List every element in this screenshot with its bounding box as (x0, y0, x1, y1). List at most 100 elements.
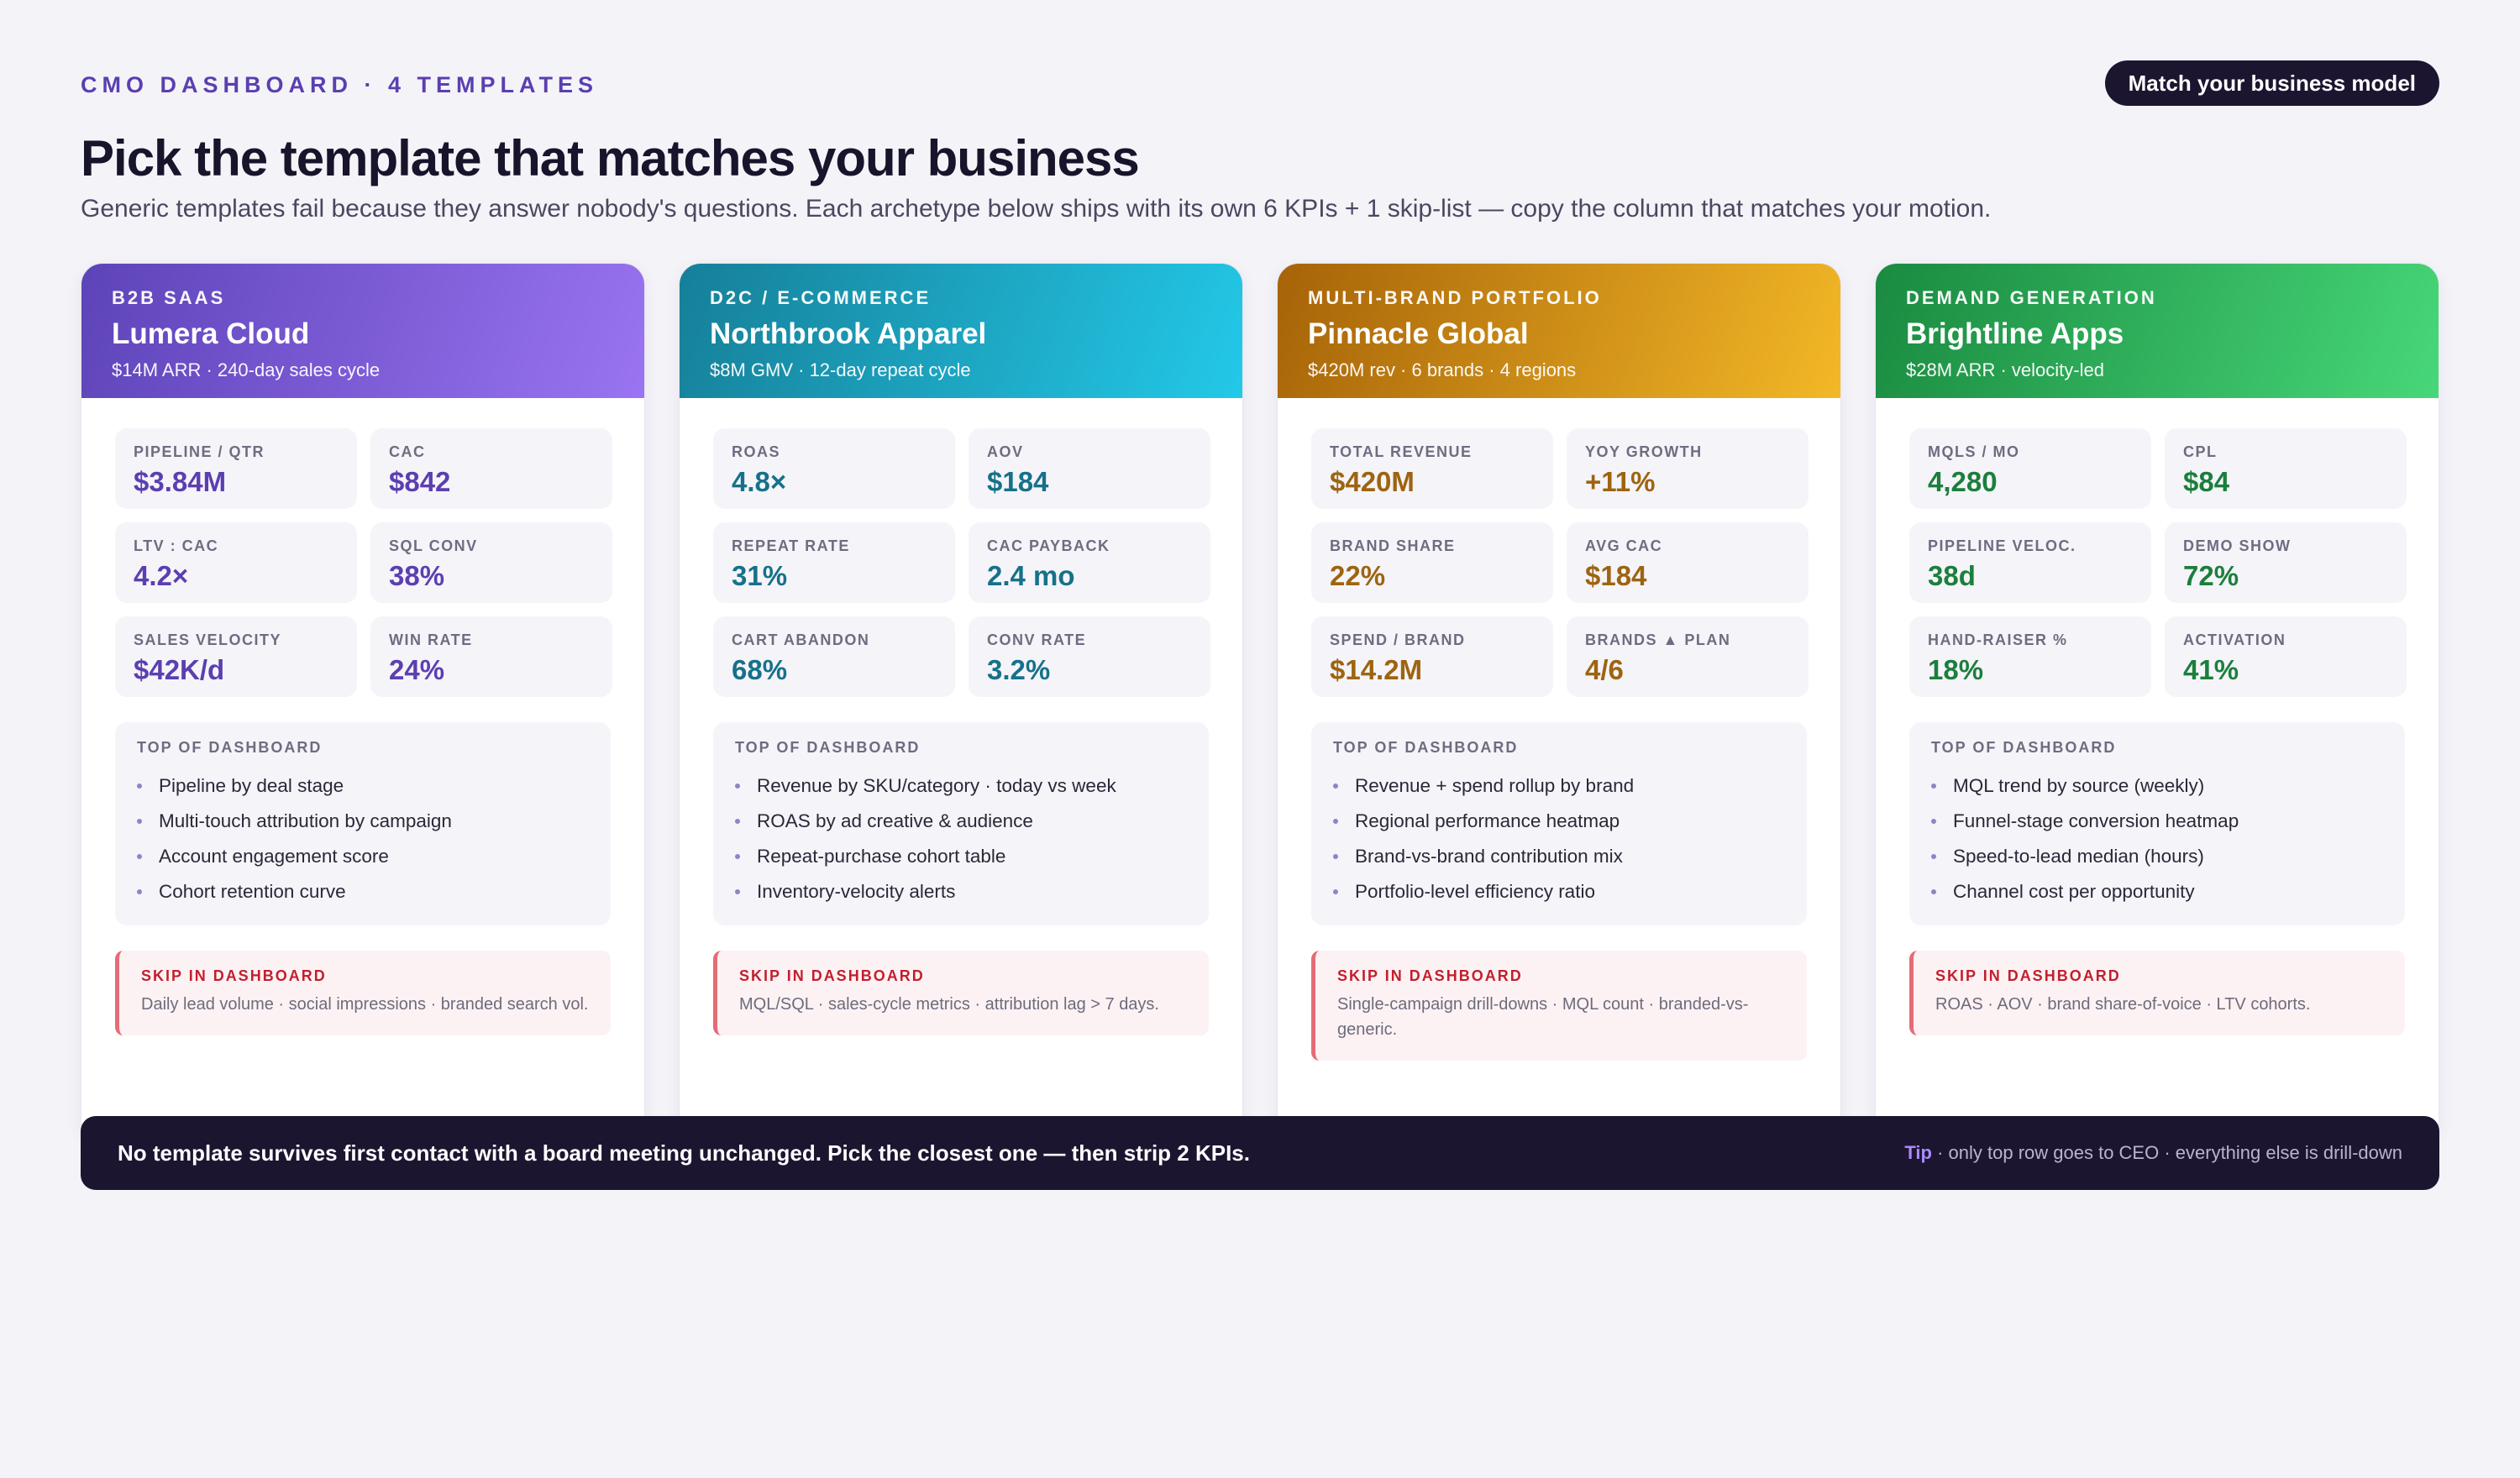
top-of-dashboard-box: TOP OF DASHBOARD Revenue + spend rollup … (1311, 722, 1807, 925)
kpi-label: SQL CONV (389, 537, 478, 554)
card-meta: $420M rev · 6 brands · 4 regions (1308, 359, 1577, 380)
kpi-value: 4.2× (134, 560, 189, 591)
skip-in-dashboard-box: SKIP IN DASHBOARD ROAS · AOV · brand sha… (1909, 951, 2405, 1035)
card-company: Pinnacle Global (1308, 317, 1529, 350)
list-item-text: Regional performance heatmap (1355, 810, 1620, 831)
template-card-d2c-ecommerce[interactable]: D2C / E-COMMERCE Northbrook Apparel $8M … (679, 263, 1243, 1143)
card-company: Brightline Apps (1906, 317, 2124, 350)
kpi-tile: PIPELINE / QTR $3.84M (115, 428, 357, 509)
list-item: ROAS by ad creative & audience (735, 804, 1187, 839)
list-item: Funnel-stage conversion heatmap (1931, 804, 2383, 839)
kpi-value: 24% (389, 654, 445, 685)
kpi-label: ACTIVATION (2183, 632, 2286, 648)
card-header: DEMAND GENERATION Brightline Apps $28M A… (1876, 264, 2439, 398)
list-item: Brand-vs-brand contribution mix (1333, 839, 1785, 874)
list-item-text: Revenue + spend rollup by brand (1355, 775, 1635, 796)
template-card-demand-generation[interactable]: DEMAND GENERATION Brightline Apps $28M A… (1875, 263, 2439, 1143)
bullet-icon (735, 889, 740, 894)
bullet-icon (1333, 784, 1338, 789)
list-item-text: Pipeline by deal stage (159, 775, 344, 796)
kpi-label: ROAS (732, 443, 781, 460)
page-subtitle: Generic templates fail because they answ… (81, 195, 1992, 223)
kpi-value: 18% (1928, 654, 1984, 685)
skip-in-dashboard-label: SKIP IN DASHBOARD (1337, 967, 1523, 984)
bullet-icon (1333, 854, 1338, 859)
list-item: MQL trend by source (weekly) (1931, 768, 2383, 804)
kpi-label: SALES VELOCITY (134, 632, 282, 648)
page-title: Pick the template that matches your busi… (81, 130, 1140, 186)
skip-text: MQL/SQL · sales-cycle metrics · attribut… (739, 995, 1159, 1014)
top-list: Revenue by SKU/category · today vs week … (735, 768, 1187, 909)
list-item: Multi-touch attribution by campaign (137, 804, 589, 839)
kpi-label: CAC (389, 443, 426, 460)
tip-label: Tip (1904, 1142, 1932, 1163)
kpi-tile: AVG CAC $184 (1567, 522, 1809, 603)
skip-in-dashboard-label: SKIP IN DASHBOARD (739, 967, 925, 984)
top-of-dashboard-label: TOP OF DASHBOARD (735, 739, 921, 756)
card-archetype: DEMAND GENERATION (1906, 287, 2157, 308)
bullet-icon (1931, 854, 1936, 859)
kpi-label: SPEND / BRAND (1330, 632, 1466, 648)
kpi-value: 72% (2183, 560, 2239, 591)
top-list: Revenue + spend rollup by brand Regional… (1333, 768, 1785, 909)
list-item-text: Account engagement score (159, 846, 389, 867)
template-card-multi-brand-portfolio[interactable]: MULTI-BRAND PORTFOLIO Pinnacle Global $4… (1277, 263, 1841, 1143)
kpi-tile: BRAND SHARE 22% (1311, 522, 1553, 603)
kpi-value: $842 (389, 466, 451, 497)
top-of-dashboard-box: TOP OF DASHBOARD Pipeline by deal stage … (115, 722, 611, 925)
list-item-text: MQL trend by source (weekly) (1953, 775, 2205, 796)
card-meta: $8M GMV · 12-day repeat cycle (710, 359, 971, 380)
kpi-label: YOY GROWTH (1585, 443, 1703, 460)
list-item: Inventory-velocity alerts (735, 874, 1187, 909)
list-item: Pipeline by deal stage (137, 768, 589, 804)
bullet-icon (137, 889, 142, 894)
skip-in-dashboard-box: SKIP IN DASHBOARD Daily lead volume · so… (115, 951, 611, 1035)
template-card-b2b-saas[interactable]: B2B SAAS Lumera Cloud $14M ARR · 240-day… (81, 263, 645, 1143)
list-item: Cohort retention curve (137, 874, 589, 909)
list-item: Repeat-purchase cohort table (735, 839, 1187, 874)
list-item-text: ROAS by ad creative & audience (757, 810, 1033, 831)
kpi-value: $14.2M (1330, 654, 1423, 685)
top-list: MQL trend by source (weekly) Funnel-stag… (1931, 768, 2383, 909)
kpi-label: CPL (2183, 443, 2218, 460)
kpi-tile: CART ABANDON 68% (713, 616, 955, 697)
footer-message: No template survives first contact with … (118, 1140, 1250, 1166)
template-cards: B2B SAAS Lumera Cloud $14M ARR · 240-day… (81, 263, 2439, 1143)
kpi-tile: YOY GROWTH +11% (1567, 428, 1809, 509)
match-business-model-button[interactable]: Match your business model (2104, 60, 2439, 106)
bullet-icon (1931, 819, 1936, 824)
bullet-icon (1931, 889, 1936, 894)
kpi-value: 4,280 (1928, 466, 1998, 497)
kpi-value: 4/6 (1585, 654, 1624, 685)
kpi-label: REPEAT RATE (732, 537, 850, 554)
list-item-text: Speed-to-lead median (hours) (1953, 846, 2204, 867)
list-item-text: Channel cost per opportunity (1953, 881, 2195, 902)
list-item: Regional performance heatmap (1333, 804, 1785, 839)
kpi-value: 41% (2183, 654, 2239, 685)
kpi-tile: ACTIVATION 41% (2165, 616, 2407, 697)
skip-in-dashboard-box: SKIP IN DASHBOARD MQL/SQL · sales-cycle … (713, 951, 1209, 1035)
card-meta: $14M ARR · 240-day sales cycle (112, 359, 381, 380)
kpi-tile: SPEND / BRAND $14.2M (1311, 616, 1553, 697)
kpi-label: AOV (987, 443, 1024, 460)
kpi-value: 22% (1330, 560, 1386, 591)
kpi-label: PIPELINE / QTR (134, 443, 265, 460)
list-item: Portfolio-level efficiency ratio (1333, 874, 1785, 909)
kpi-value: 38% (389, 560, 445, 591)
kpi-value: 3.2% (987, 654, 1051, 685)
kpi-tile: AOV $184 (969, 428, 1210, 509)
kpi-grid: TOTAL REVENUE $420M YOY GROWTH +11% BRAND … (1311, 428, 1809, 697)
card-archetype: B2B SAAS (112, 287, 226, 308)
kpi-label: TOTAL REVENUE (1330, 443, 1473, 460)
kpi-label: AVG CAC (1585, 537, 1663, 554)
kpi-value: 68% (732, 654, 788, 685)
kpi-value: 4.8× (732, 466, 787, 497)
list-item: Revenue by SKU/category · today vs week (735, 768, 1187, 804)
top-of-dashboard-label: TOP OF DASHBOARD (1931, 739, 2117, 756)
kpi-grid: MQLS / MO 4,280 CPL $84 PIPELINE VELOC. 38d… (1909, 428, 2407, 697)
kpi-label: BRANDS ▲ PLAN (1585, 632, 1731, 648)
card-header: MULTI-BRAND PORTFOLIO Pinnacle Global $4… (1278, 264, 1840, 398)
kpi-tile: DEMO SHOW 72% (2165, 522, 2407, 603)
kpi-label: PIPELINE VELOC. (1928, 537, 2076, 554)
list-item-text: Cohort retention curve (159, 881, 346, 902)
